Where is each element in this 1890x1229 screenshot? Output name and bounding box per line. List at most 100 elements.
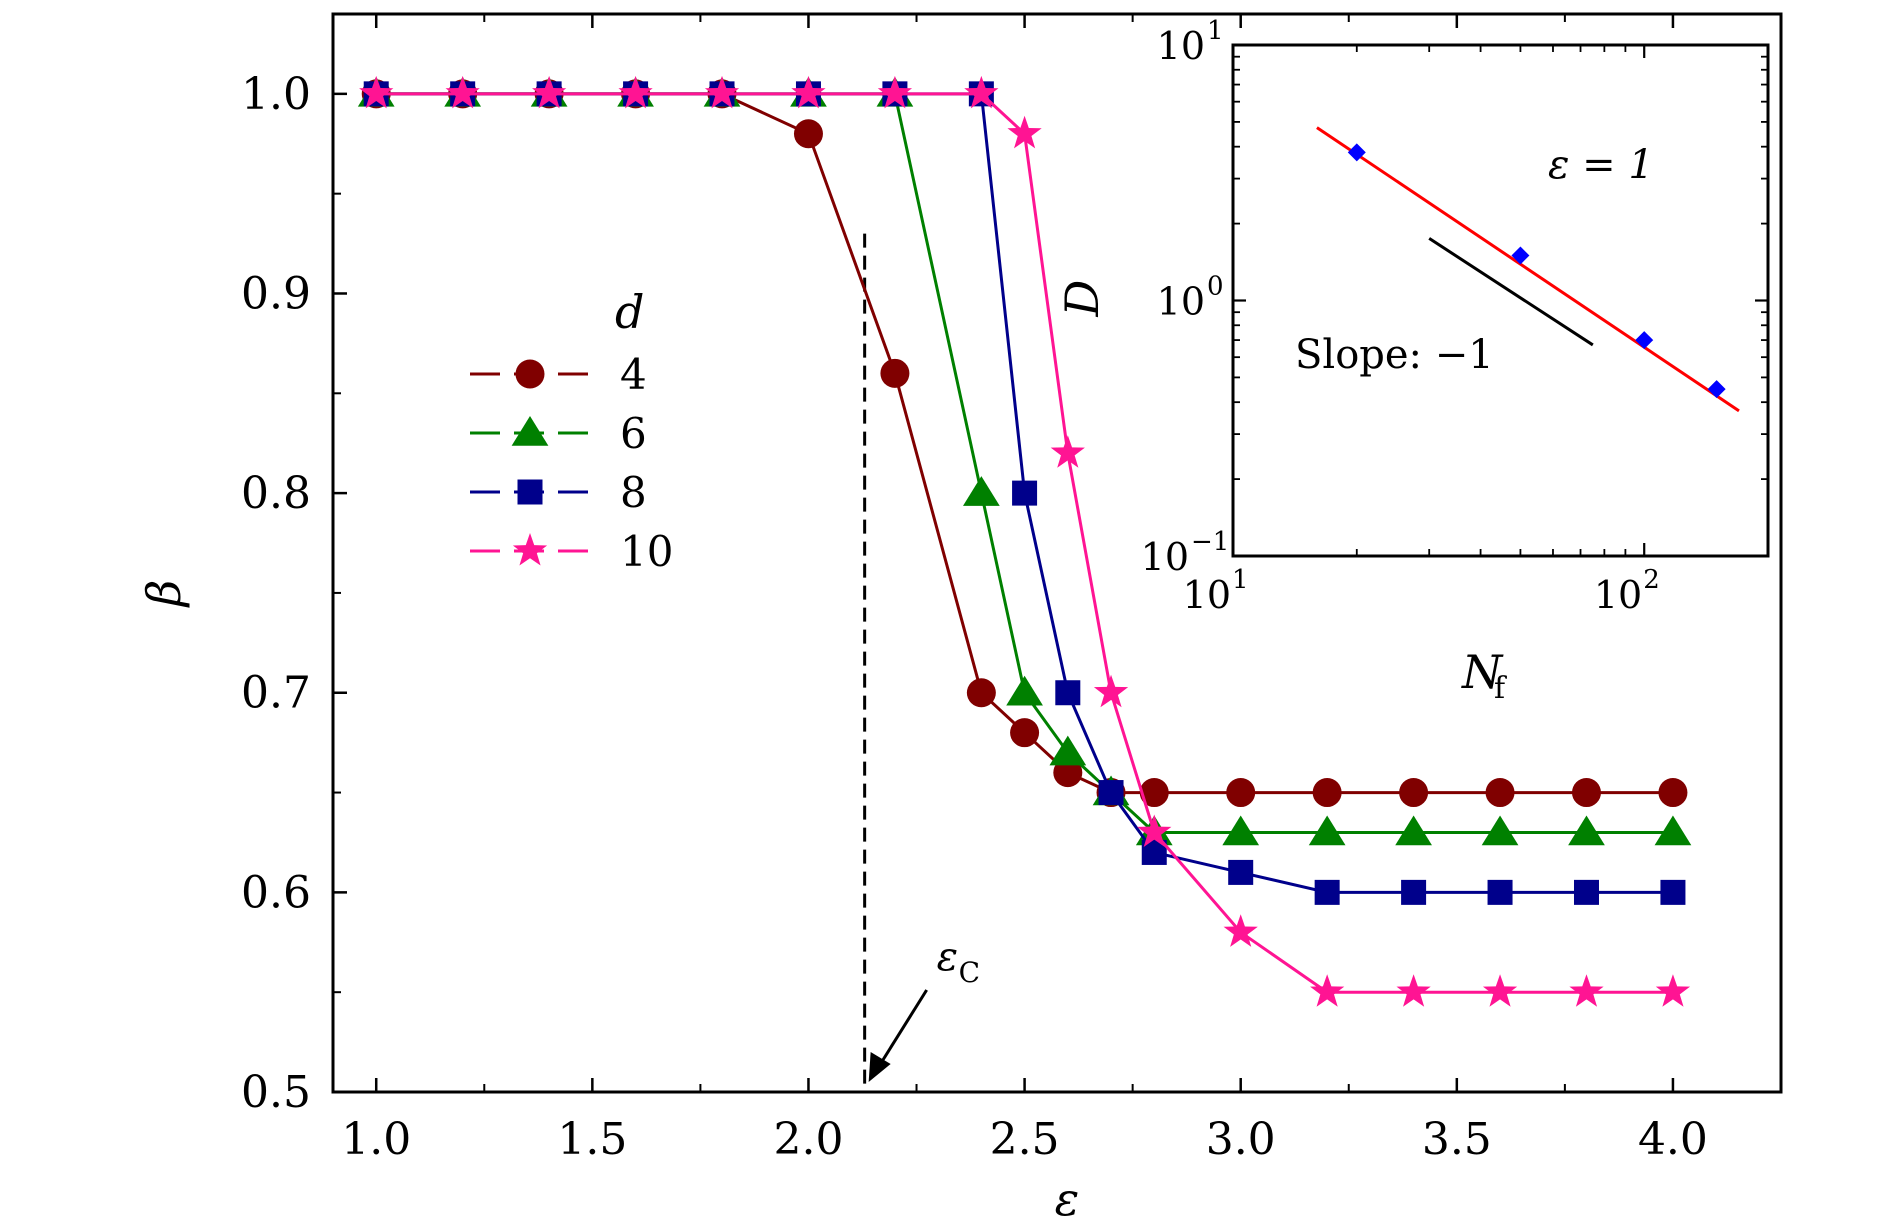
data-point [962,476,1000,506]
y-tick-label: 0.9 [241,268,311,319]
data-point [1049,735,1087,766]
critical-arrow-head [868,1052,891,1082]
legend-label: 10 [620,527,673,576]
x-tick-label: 2.0 [773,1114,843,1165]
data-point [1093,674,1129,708]
inset-frame [1231,43,1770,558]
y-tick-label: 1.0 [241,69,311,120]
data-point [1055,680,1081,706]
data-point [1395,815,1432,846]
inset-slope-line [1428,237,1594,347]
inset-y-axis-label: D [1055,280,1109,318]
inset-x-tick-base: 10 [1594,573,1642,617]
data-point [1655,974,1691,1007]
data-point [1050,435,1085,468]
data-point [791,75,826,109]
inset-slope-label: Slope: −1 [1295,332,1494,378]
data-point [880,358,910,388]
inset-data-point [1635,331,1654,350]
data-point [1226,778,1256,808]
inset-x-axis-label: N [1461,645,1504,699]
inset-x-tick-exp: 1 [1232,565,1249,595]
data-point [1312,778,1342,808]
inset-y-tick-base: 10 [1157,24,1205,68]
critical-label: ε [937,934,958,980]
data-point [1314,879,1340,905]
data-point [1482,974,1518,1007]
legend-title: d [615,285,644,339]
data-point [1006,675,1043,706]
inset-epsilon-annotation: ε = 1 [1548,142,1654,188]
legend-label: 8 [620,468,647,517]
x-tick-label: 4.0 [1638,1114,1708,1165]
data-point [704,75,740,109]
series-10 [359,75,1691,1007]
y-axis-label: β [137,580,191,609]
x-tick-label: 2.5 [990,1114,1060,1165]
data-point [1485,778,1515,808]
series-line [376,92,1673,994]
data-point [1481,815,1519,846]
legend: d 4 6 8 10 [470,285,673,576]
data-point [1012,480,1038,506]
x-tick-label: 3.5 [1422,1114,1492,1165]
data-point [1137,814,1172,848]
data-point [1660,879,1686,905]
data-point [359,75,394,109]
inset-fit-line [1316,126,1740,413]
data-point [1396,974,1431,1007]
data-point [1223,914,1258,947]
data-point [793,119,823,149]
inset-y-tick-base: 10 [1141,535,1189,579]
legend-marker [511,416,549,446]
legend-marker [512,533,548,566]
data-point [1139,778,1169,808]
data-point [1487,879,1513,905]
inset-y-tick-exp: −1 [1191,527,1229,557]
legend-marker [515,359,545,389]
inset-x-axis-label-sub: f [1494,671,1507,706]
inset-y-tick-exp: 0 [1207,272,1224,302]
critical-label-sub: C [959,956,980,989]
data-point [1222,815,1260,846]
inset-data-point [1511,246,1530,265]
data-point [1399,778,1429,808]
x-tick-label: 1.0 [341,1114,411,1165]
y-tick-label: 0.6 [241,867,311,918]
critical-arrow-shaft [875,989,928,1071]
data-point [1098,780,1124,806]
x-tick-label: 3.0 [1206,1114,1276,1165]
x-axis-label: ε [1055,1172,1080,1226]
legend-label: 6 [620,409,647,458]
data-point [1573,879,1599,905]
data-point [618,75,653,109]
x-tick-label: 1.5 [557,1114,627,1165]
inset-y-tick-base: 10 [1157,280,1205,324]
main-plot: 1.0 1.5 2.0 2.5 3.0 3.5 4.0 0.5 0.6 0.7 0.8 0.9 1.0 ε… [137,12,1783,1226]
data-point [964,75,999,109]
data-point [1571,778,1601,808]
data-point [1007,115,1042,149]
data-point [1654,815,1692,846]
data-point [966,678,996,708]
data-point [532,75,567,109]
data-point [877,75,913,109]
y-tick-label: 0.7 [241,668,311,719]
legend-marker [517,479,543,505]
legend-label: 4 [620,350,647,399]
inset-x-tick-base: 10 [1183,573,1231,617]
data-point [1569,974,1604,1007]
data-point [1401,879,1427,905]
inset-data-point [1347,143,1366,162]
data-point [1010,718,1040,748]
data-point [1658,778,1688,808]
data-point [1568,815,1605,846]
plot-frame [331,12,1783,1094]
y-tick-label: 0.5 [241,1067,311,1118]
data-point [1308,815,1346,846]
data-point [1310,974,1345,1007]
data-point [1228,859,1254,885]
inset-y-tick-exp: 1 [1207,16,1224,46]
